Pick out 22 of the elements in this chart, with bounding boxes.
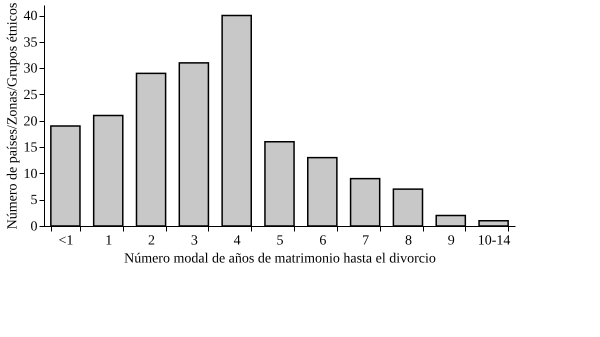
- x-tick-label: 2: [148, 234, 156, 248]
- x-tick-label: 5: [276, 234, 284, 248]
- y-tick-label: 35: [24, 35, 38, 50]
- x-tick-label: 9: [448, 234, 455, 248]
- x-tick-label: 6: [319, 234, 326, 248]
- x-axis-title: Número modal de años de matrimonio hasta el divorcio: [124, 252, 436, 266]
- x-tick-label: <1: [58, 234, 74, 248]
- x-tick-label: 1: [105, 234, 112, 248]
- x-tick-label: 10-14: [478, 234, 510, 248]
- x-tick-label: 3: [190, 234, 198, 248]
- y-tick-label: 0: [30, 220, 38, 234]
- x-tick-label: 7: [362, 234, 370, 248]
- y-tick-label: 40: [24, 9, 38, 24]
- y-tick-label: 10: [24, 166, 38, 182]
- x-tick-label: 8: [404, 234, 412, 248]
- y-tick-label: 20: [24, 114, 38, 130]
- x-tick-label: 4: [234, 234, 241, 248]
- y-tick-label: 5: [30, 193, 38, 208]
- y-tick-label: 30: [24, 62, 38, 77]
- y-tick-label: 25: [24, 88, 38, 103]
- y-axis-title: Número de países/Zonas/Grupos étnicos: [6, 2, 20, 230]
- y-tick-label: 15: [24, 140, 38, 156]
